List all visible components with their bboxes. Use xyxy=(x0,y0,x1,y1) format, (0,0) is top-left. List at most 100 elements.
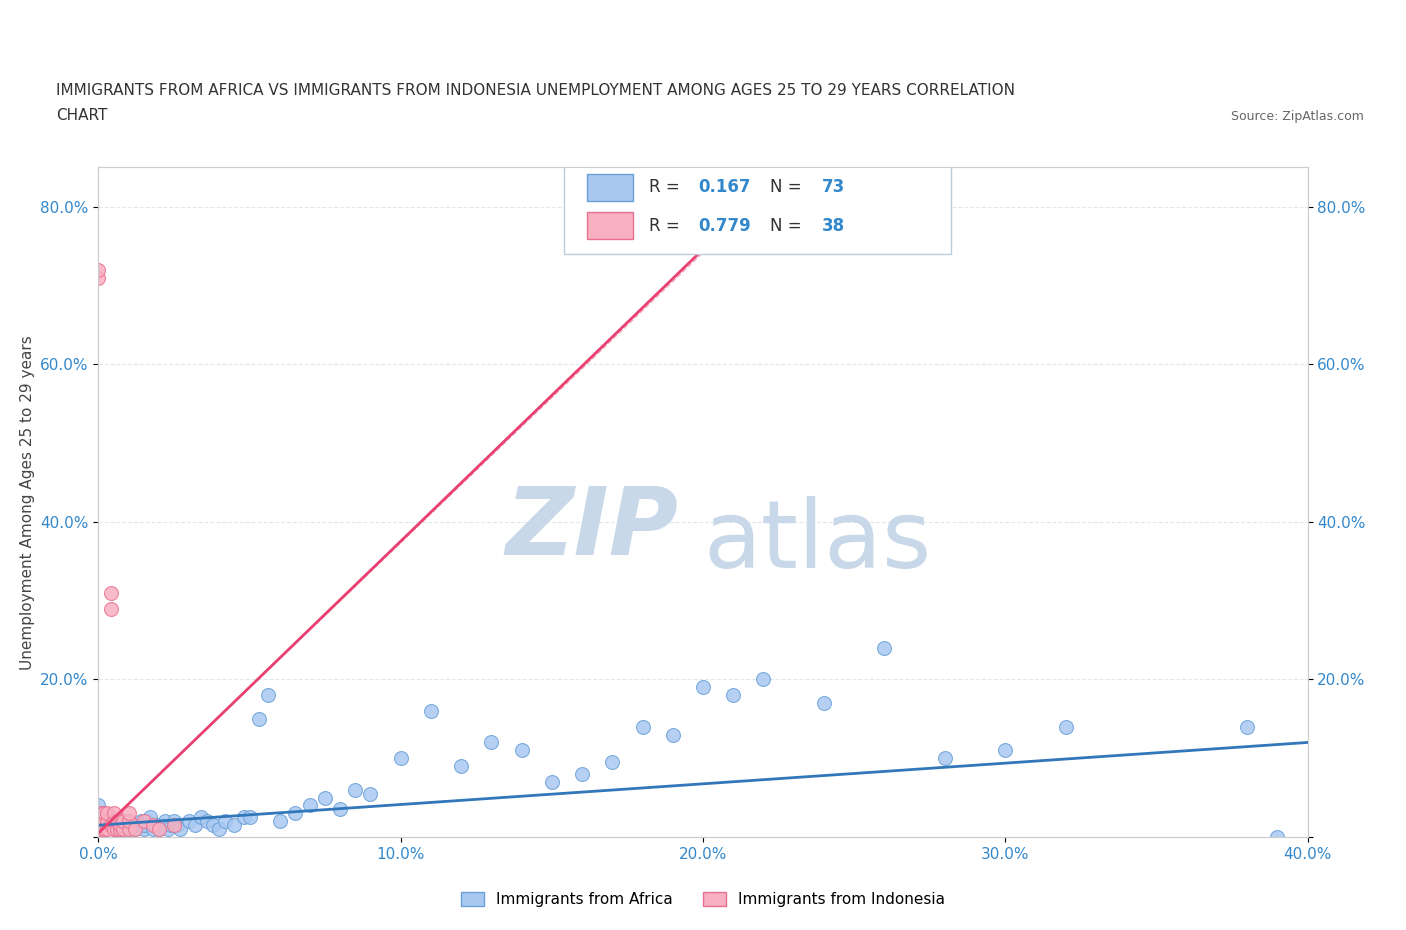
Point xyxy=(105,822,128,837)
Point xyxy=(132,817,155,832)
Point xyxy=(169,822,191,837)
Point xyxy=(202,817,225,832)
Point xyxy=(100,810,122,825)
Point xyxy=(284,806,307,821)
Point xyxy=(93,822,115,837)
Point xyxy=(90,822,112,837)
Point xyxy=(190,810,212,825)
Y-axis label: Unemployment Among Ages 25 to 29 years: Unemployment Among Ages 25 to 29 years xyxy=(20,335,35,670)
Point xyxy=(93,822,115,837)
Point xyxy=(214,814,236,829)
Text: 73: 73 xyxy=(821,179,845,196)
Point xyxy=(100,601,122,616)
Point xyxy=(124,822,146,837)
Point xyxy=(934,751,956,765)
Legend: Immigrants from Africa, Immigrants from Indonesia: Immigrants from Africa, Immigrants from … xyxy=(454,885,952,913)
Text: R =: R = xyxy=(648,217,685,234)
Point xyxy=(145,817,167,832)
Point xyxy=(662,727,685,742)
Point xyxy=(90,826,112,841)
Point xyxy=(571,766,593,781)
Point xyxy=(256,688,278,703)
Point xyxy=(90,806,112,821)
Point xyxy=(344,782,367,797)
FancyBboxPatch shape xyxy=(586,174,633,201)
Point xyxy=(108,822,131,837)
Point xyxy=(153,814,176,829)
Point xyxy=(87,817,110,832)
Point xyxy=(108,822,131,837)
Point xyxy=(723,688,745,703)
Point xyxy=(90,814,112,829)
Point xyxy=(87,806,110,821)
Point xyxy=(156,822,179,837)
Point xyxy=(118,822,141,837)
Point xyxy=(150,817,173,832)
Point xyxy=(873,641,896,656)
Point xyxy=(121,817,143,832)
Point xyxy=(87,826,110,841)
Point xyxy=(142,822,165,837)
Point xyxy=(813,696,835,711)
Point xyxy=(87,262,110,277)
Point xyxy=(163,814,186,829)
Point xyxy=(87,810,110,825)
Point xyxy=(96,814,118,829)
Point xyxy=(103,822,125,837)
Point xyxy=(87,814,110,829)
Point xyxy=(111,822,134,837)
Point xyxy=(232,810,254,825)
Point xyxy=(118,814,141,829)
Point xyxy=(160,817,183,832)
Point xyxy=(360,786,382,801)
Point xyxy=(105,814,128,829)
Point xyxy=(184,817,207,832)
Point xyxy=(93,806,115,821)
Point xyxy=(139,810,162,825)
Text: ZIP: ZIP xyxy=(506,483,679,575)
Point xyxy=(166,817,188,832)
Point xyxy=(96,822,118,837)
Point xyxy=(103,814,125,829)
Point xyxy=(389,751,412,765)
Point xyxy=(148,822,170,837)
Point xyxy=(111,814,134,829)
Point xyxy=(540,775,562,790)
Point xyxy=(994,743,1017,758)
Point xyxy=(247,711,270,726)
Point xyxy=(87,814,110,829)
Point xyxy=(103,814,125,829)
Point xyxy=(100,817,122,832)
Text: IMMIGRANTS FROM AFRICA VS IMMIGRANTS FROM INDONESIA UNEMPLOYMENT AMONG AGES 25 T: IMMIGRANTS FROM AFRICA VS IMMIGRANTS FRO… xyxy=(56,83,1015,98)
Text: 38: 38 xyxy=(821,217,845,234)
Point xyxy=(752,672,775,687)
Point xyxy=(118,822,141,837)
Point xyxy=(148,822,170,837)
Point xyxy=(208,822,231,837)
Point xyxy=(1267,830,1289,844)
Point xyxy=(118,814,141,829)
Point xyxy=(269,814,291,829)
Point xyxy=(420,703,443,718)
Point xyxy=(314,790,336,805)
Point xyxy=(631,719,654,734)
Point xyxy=(602,755,624,770)
Point xyxy=(127,817,149,832)
Text: R =: R = xyxy=(648,179,685,196)
Point xyxy=(100,585,122,600)
Point xyxy=(87,822,110,837)
Point xyxy=(510,743,533,758)
Point xyxy=(87,822,110,837)
Text: N =: N = xyxy=(769,217,807,234)
Point xyxy=(692,680,714,695)
Point xyxy=(103,806,125,821)
Text: atlas: atlas xyxy=(703,497,931,589)
Point xyxy=(87,271,110,286)
Point xyxy=(481,735,503,750)
Point xyxy=(224,817,246,832)
Point xyxy=(111,822,134,837)
Text: 0.167: 0.167 xyxy=(699,179,751,196)
Point xyxy=(1236,719,1258,734)
Text: Source: ZipAtlas.com: Source: ZipAtlas.com xyxy=(1230,110,1364,123)
Point xyxy=(114,817,136,832)
